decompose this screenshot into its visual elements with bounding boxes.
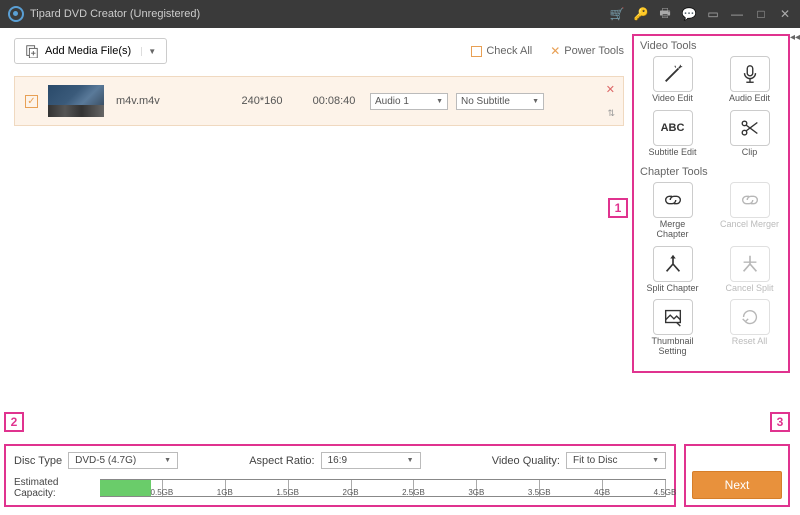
link-icon: [662, 189, 684, 211]
capacity-ticks: 0.5GB1GB1.5GB2GB2.5GB3GB3.5GB4GB4.5GB: [100, 480, 666, 496]
cart-icon[interactable]: 🛒: [610, 7, 624, 21]
scissors-icon: [739, 117, 761, 139]
tool-split-chapter[interactable]: Split Chapter: [643, 246, 703, 294]
print-icon[interactable]: 🖶: [658, 7, 672, 21]
chat-icon[interactable]: 💬: [682, 7, 696, 21]
disc-type-select[interactable]: DVD-5 (4.7G)▼: [68, 452, 178, 469]
unlink-icon: [739, 189, 761, 211]
capacity-tick: 0.5GB: [100, 480, 163, 496]
capacity-bar: 0.5GB1GB1.5GB2GB2.5GB3GB3.5GB4GB4.5GB: [100, 479, 666, 497]
media-resolution: 240*160: [226, 95, 298, 107]
tool-merge-chapter[interactable]: Merge Chapter: [643, 182, 703, 240]
power-tools-button[interactable]: ✕ Power Tools: [550, 44, 624, 58]
capacity-tick: 2GB: [289, 480, 352, 496]
main-area: Add Media File(s) ▼ Check All ✕ Power To…: [0, 28, 800, 440]
abc-icon: ABC: [661, 122, 685, 134]
sort-handle-icon[interactable]: ⇅: [607, 108, 615, 119]
remove-media-icon[interactable]: ✕: [606, 83, 615, 96]
chapter-tools-heading: Chapter Tools: [640, 166, 782, 178]
subtitle-select[interactable]: No Subtitle ▼: [456, 93, 544, 110]
chevron-down-icon: ▼: [164, 457, 171, 464]
cancel-split-icon: [739, 253, 761, 275]
video-tools-grid: Video Edit Audio Edit ABC Subtitle Edit …: [640, 56, 782, 158]
capacity-tick: 3GB: [414, 480, 477, 496]
audio-select[interactable]: Audio 1 ▼: [370, 93, 448, 110]
media-item-row[interactable]: ✓ m4v.m4v 240*160 00:08:40 Audio 1 ▼ No S…: [14, 76, 624, 126]
reset-icon: [739, 306, 761, 328]
media-filename: m4v.m4v: [116, 95, 226, 107]
add-media-button[interactable]: Add Media File(s) ▼: [14, 38, 167, 64]
subtitle-selected: No Subtitle: [461, 96, 510, 107]
chevron-down-icon: ▼: [436, 98, 443, 105]
chevron-down-icon: ▼: [652, 457, 659, 464]
tool-audio-edit[interactable]: Audio Edit: [720, 56, 780, 104]
key-icon[interactable]: 🔑: [634, 7, 648, 21]
content-panel: Add Media File(s) ▼ Check All ✕ Power To…: [0, 28, 632, 440]
annotation-1: 1: [608, 198, 628, 218]
titlebar-actions: 🛒 🔑 🖶 💬 ▭ — □ ✕: [610, 7, 792, 21]
maximize-icon[interactable]: □: [754, 7, 768, 21]
capacity-row: Estimated Capacity: 0.5GB1GB1.5GB2GB2.5G…: [14, 477, 666, 499]
chevron-down-icon: ▼: [532, 98, 539, 105]
app-title: Tipard DVD Creator (Unregistered): [30, 8, 610, 20]
tool-reset-all: Reset All: [720, 299, 780, 357]
tool-video-edit[interactable]: Video Edit: [643, 56, 703, 104]
media-duration: 00:08:40: [298, 95, 370, 107]
capacity-tick: 1GB: [163, 480, 226, 496]
capacity-tick: 1.5GB: [226, 480, 289, 496]
tool-thumbnail-setting[interactable]: Thumbnail Setting: [643, 299, 703, 357]
tool-cancel-merger: Cancel Merger: [720, 182, 780, 240]
tools-icon: ✕: [550, 44, 560, 58]
chevron-down-icon[interactable]: ▼: [141, 47, 156, 56]
video-quality-select[interactable]: Fit to Disc▼: [566, 452, 666, 469]
feedback-icon[interactable]: ▭: [706, 7, 720, 21]
tool-cancel-split: Cancel Split: [720, 246, 780, 294]
close-icon[interactable]: ✕: [778, 7, 792, 21]
annotation-3: 3: [770, 412, 790, 432]
check-all-toggle[interactable]: Check All: [471, 45, 532, 57]
thumbnail-icon: [662, 306, 684, 328]
settings-row: Disc Type DVD-5 (4.7G)▼ Aspect Ratio: 16…: [14, 452, 666, 469]
tools-highlight-box: 1 Video Tools Video Edit Audio Edit ABC …: [632, 34, 790, 373]
tool-clip[interactable]: Clip: [720, 110, 780, 158]
chevron-down-icon: ▼: [407, 457, 414, 464]
tool-subtitle-edit[interactable]: ABC Subtitle Edit: [643, 110, 703, 158]
disc-type-label: Disc Type: [14, 455, 62, 467]
capacity-label: Estimated Capacity:: [14, 477, 100, 499]
audio-selected: Audio 1: [375, 96, 409, 107]
next-box: 3 Next: [684, 444, 790, 507]
bottom-bar: 2 Disc Type DVD-5 (4.7G)▼ Aspect Ratio: …: [0, 440, 800, 515]
titlebar: Tipard DVD Creator (Unregistered) 🛒 🔑 🖶 …: [0, 0, 800, 28]
media-thumbnail: [48, 85, 104, 117]
video-tools-heading: Video Tools: [640, 40, 782, 52]
next-button[interactable]: Next: [692, 471, 782, 499]
content-toolbar: Add Media File(s) ▼ Check All ✕ Power To…: [14, 38, 624, 64]
aspect-ratio-select[interactable]: 16:9▼: [321, 452, 421, 469]
tools-panel: ◂◂ 1 Video Tools Video Edit Audio Edit A…: [632, 28, 800, 440]
capacity-tick: 4GB: [540, 480, 603, 496]
power-tools-label: Power Tools: [564, 45, 624, 57]
check-all-label: Check All: [486, 45, 532, 57]
app-logo-icon: [8, 6, 24, 22]
annotation-2: 2: [4, 412, 24, 432]
checkbox-icon: [471, 46, 482, 57]
split-icon: [662, 253, 684, 275]
wand-icon: [662, 63, 684, 85]
capacity-tick: 2.5GB: [352, 480, 415, 496]
video-quality-label: Video Quality:: [492, 455, 560, 467]
chapter-tools-grid: Merge Chapter Cancel Merger Split Chapte…: [640, 182, 782, 357]
mic-icon: [739, 63, 761, 85]
add-file-icon: [25, 44, 39, 58]
aspect-ratio-label: Aspect Ratio:: [249, 455, 314, 467]
collapse-panel-icon[interactable]: ◂◂: [790, 32, 800, 43]
capacity-tick: 3.5GB: [477, 480, 540, 496]
add-media-label: Add Media File(s): [45, 45, 131, 57]
minimize-icon[interactable]: —: [730, 7, 744, 21]
output-settings-box: 2 Disc Type DVD-5 (4.7G)▼ Aspect Ratio: …: [4, 444, 676, 507]
media-checkbox[interactable]: ✓: [25, 95, 38, 108]
capacity-tick: 4.5GB: [603, 480, 666, 496]
